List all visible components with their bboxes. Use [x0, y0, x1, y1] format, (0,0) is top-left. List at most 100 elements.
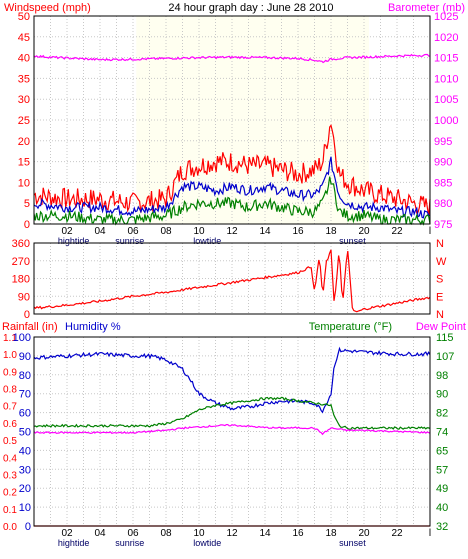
rainfall-tick-label: 1.0	[3, 350, 17, 361]
x-tick-label: 04	[94, 226, 106, 237]
barometer-tick-label: 995	[434, 136, 452, 148]
windspeed-tick-label: 15	[18, 157, 30, 169]
windspeed-tick-label: 30	[18, 94, 30, 106]
rainfall-tick-label: 0.5	[3, 436, 17, 447]
barometer-tick-label: 1000	[434, 115, 458, 127]
wind-direction-line	[33, 249, 431, 313]
temperature-tick-label: 65	[436, 445, 448, 457]
x-end-label: l	[429, 226, 431, 237]
humidity-tick-label: 20	[19, 483, 31, 495]
humidity-tick-label: 90	[19, 351, 31, 363]
humidity-tick-label: 60	[19, 408, 31, 420]
rainfall-tick-label: 0.0	[3, 522, 17, 533]
windspeed-barometer-chart: 0510152025303540455097598098599099510001…	[18, 11, 459, 246]
plot-frame	[33, 242, 431, 315]
x-tick-label: 02	[61, 528, 73, 539]
x-tick-label: 12	[226, 528, 238, 539]
x-tick-label: 22	[391, 226, 403, 237]
windspeed-average-line	[33, 156, 431, 219]
temperature-tick-label: 49	[436, 483, 448, 495]
rainfall-tick-label: 0.9	[3, 367, 17, 378]
rainfall-axis-label: Rainfall (in)	[2, 321, 58, 333]
windspeed-tick-label: 20	[18, 136, 30, 148]
event-label: lowtide	[193, 236, 221, 246]
compass-tick-label: N	[436, 309, 444, 321]
x-tick-label: 04	[94, 528, 106, 539]
wind-direction-tick-label: 270	[12, 256, 30, 268]
humidity-tick-label: 80	[19, 370, 31, 382]
dewpoint-axis-label: Dew Point	[416, 321, 466, 333]
barometer-tick-label: 990	[434, 157, 452, 169]
x-tick-label: 06	[127, 528, 139, 539]
barometer-line	[33, 53, 431, 64]
wind-direction-tick-label: 90	[18, 291, 30, 303]
wind-direction-tick-label: 360	[12, 238, 30, 250]
humidity-tick-label: 0	[25, 521, 31, 533]
rain-humidity-temperature-chart: 0.0 0.1 0.2 0.3 0.4 0.5 0.6 0.7 0.8 0.9 1.0 1.1 0 10 2…	[3, 332, 454, 548]
temperature-line	[33, 396, 431, 430]
humidity-tick-label: 100	[13, 332, 31, 344]
compass-tick-label: E	[436, 291, 443, 303]
humidity-line	[33, 346, 431, 414]
x-tick-label: 20	[358, 528, 370, 539]
x-tick-label: 18	[325, 226, 337, 237]
rainfall-tick-label: 1.1	[3, 333, 17, 344]
humidity-tick-label: 70	[19, 389, 31, 401]
windspeed-low-line	[33, 176, 431, 226]
temperature-tick-label: 107	[436, 351, 454, 363]
windspeed-tick-label: 45	[18, 32, 30, 44]
x-tick-label: 18	[325, 528, 337, 539]
barometer-tick-label: 1005	[434, 94, 458, 106]
windspeed-tick-label: 10	[18, 177, 30, 189]
rainfall-tick-label: 0.7	[3, 402, 17, 413]
x-tick-label: 20	[358, 226, 370, 237]
compass-tick-label: W	[436, 256, 447, 268]
barometer-tick-label: 1020	[434, 32, 458, 44]
humidity-tick-label: 30	[19, 464, 31, 476]
windspeed-tick-label: 50	[18, 11, 30, 23]
x-tick-label: 10	[193, 226, 205, 237]
x-tick-label: 16	[292, 226, 304, 237]
x-tick-label: 14	[259, 226, 271, 237]
temperature-tick-label: 82	[436, 408, 448, 420]
windspeed-tick-label: 35	[18, 73, 30, 85]
compass-tick-label: N	[436, 238, 444, 250]
wind-direction-tick-label: 0	[24, 309, 30, 321]
windspeed-tick-label: 0	[24, 219, 30, 231]
chart-title: 24 hour graph day : June 28 2010	[168, 2, 333, 14]
windspeed-tick-label: 5	[24, 198, 30, 210]
temperature-tick-label: 32	[436, 521, 448, 533]
x-tick-label: 14	[259, 528, 271, 539]
compass-tick-label: S	[436, 274, 443, 286]
barometer-tick-label: 1025	[434, 11, 458, 23]
windspeed-gust-line	[33, 124, 431, 217]
rainfall-tick-label: 0.1	[3, 505, 17, 516]
event-label: sunrise	[115, 236, 144, 246]
x-end-label: l	[429, 528, 431, 539]
dewpoint-line	[33, 424, 431, 436]
event-label: sunset	[339, 236, 366, 246]
humidity-tick-label: 50	[19, 427, 31, 439]
temperature-tick-label: 40	[436, 502, 448, 514]
wind-direction-tick-label: 180	[12, 274, 30, 286]
rainfall-tick-label: 0.4	[3, 453, 17, 464]
humidity-tick-label: 10	[19, 502, 31, 514]
x-tick-label: 22	[391, 528, 403, 539]
plot-frame	[33, 336, 431, 527]
rainfall-tick-label: 0.8	[3, 385, 17, 396]
plot-frame	[33, 15, 431, 225]
rainfall-tick-label: 0.6	[3, 419, 17, 430]
barometer-tick-label: 1015	[434, 53, 458, 65]
x-tick-label: 08	[160, 226, 172, 237]
temperature-tick-label: 115	[436, 332, 454, 344]
event-label: hightide	[58, 236, 90, 246]
event-label: sunrise	[115, 538, 144, 548]
x-tick-label: 10	[193, 528, 205, 539]
temperature-tick-label: 98	[436, 370, 448, 382]
barometer-tick-label: 975	[434, 219, 452, 231]
temperature-axis-label: Temperature (°F)	[309, 321, 392, 333]
event-label: hightide	[58, 538, 90, 548]
temperature-tick-label: 90	[436, 389, 448, 401]
